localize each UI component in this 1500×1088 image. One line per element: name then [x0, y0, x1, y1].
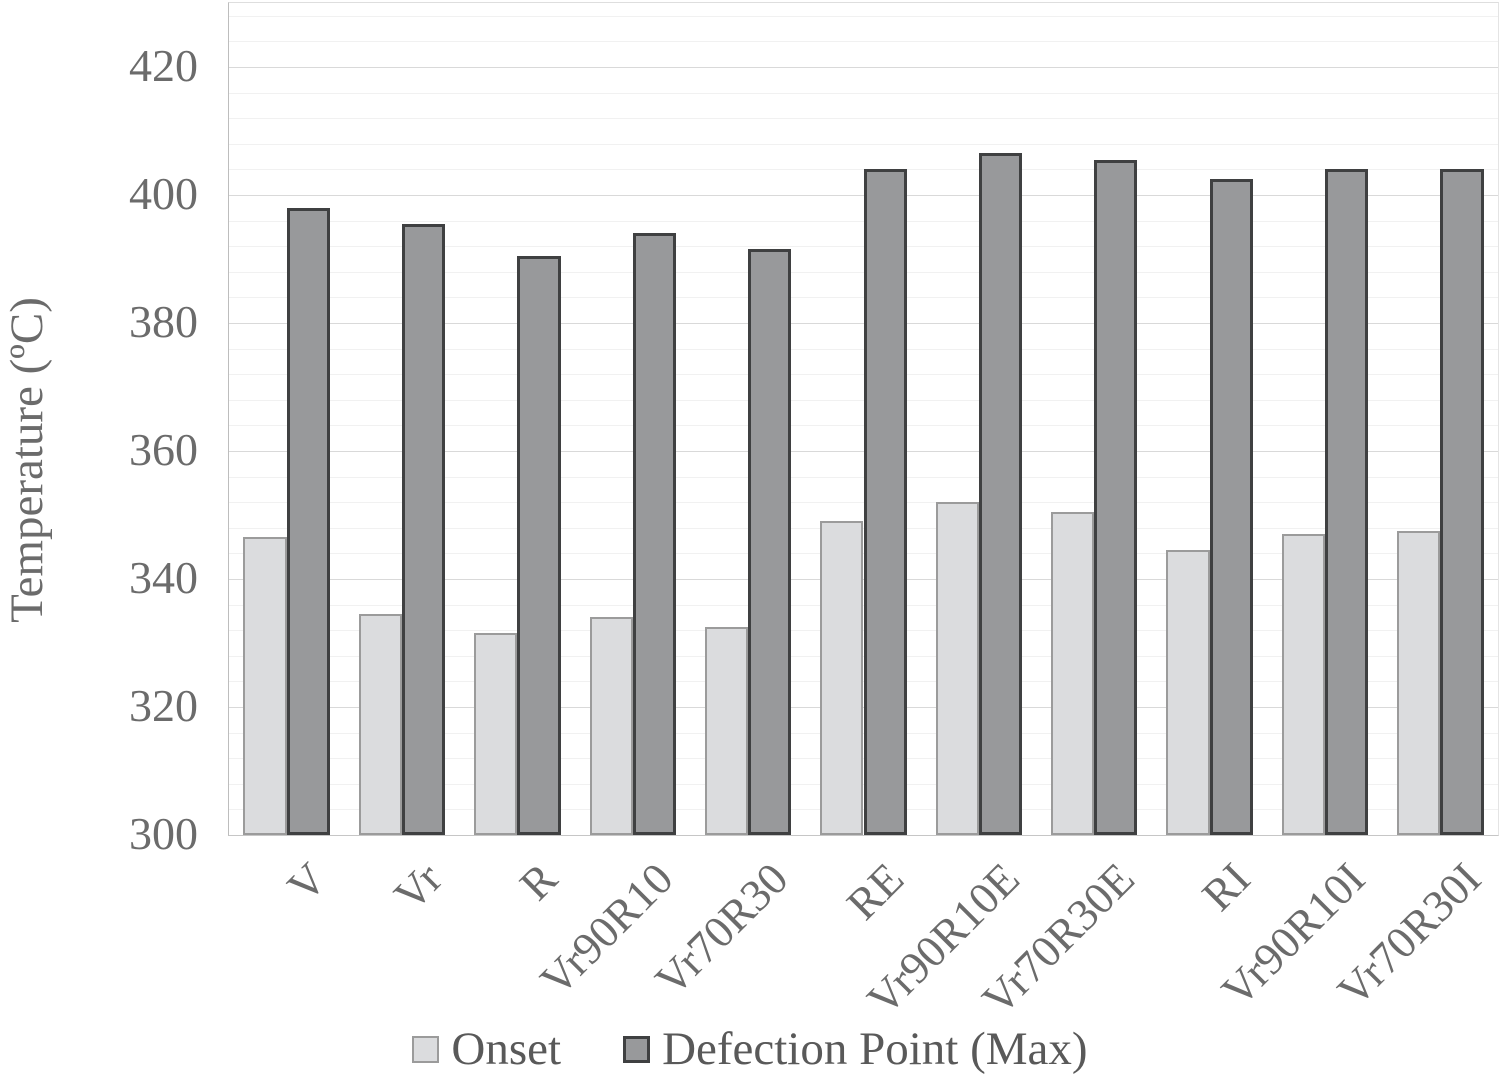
legend-label: Defection Point (Max) — [662, 1023, 1088, 1075]
bar-onset-re — [820, 521, 864, 835]
bar-onset-ri — [1166, 550, 1210, 835]
y-tick-label: 380 — [129, 296, 198, 347]
x-category-label: Vr — [384, 853, 452, 921]
minor-gridline — [229, 92, 1498, 94]
bar-defection-point-max-re — [863, 169, 907, 835]
y-tick-label: 340 — [129, 552, 198, 603]
y-tick-label: 320 — [129, 680, 198, 731]
x-category-label: RE — [837, 853, 914, 930]
legend-swatch-icon — [623, 1035, 651, 1063]
legend-label: Onset — [451, 1023, 562, 1075]
x-category-label: RI — [1192, 853, 1260, 921]
plot-area — [228, 2, 1499, 836]
x-axis-category-labels: V Vr R Vr90R10 Vr70R30 RE Vr90R10E Vr70R30E RI Vr… — [228, 840, 1497, 1024]
bar-defection-point-max-vr — [402, 223, 446, 835]
y-tick-label: 420 — [129, 40, 198, 91]
bar-onset-vr — [358, 614, 403, 835]
bar-defection-point-max-ri — [1209, 179, 1253, 835]
minor-gridline — [229, 118, 1498, 120]
y-tick-label: 360 — [129, 424, 198, 475]
major-gridline — [229, 67, 1498, 68]
x-category-label: V — [277, 853, 337, 912]
legend-item: Onset — [412, 1022, 561, 1076]
bar-defection-point-max-r — [517, 255, 561, 835]
bar-onset-vr90r10e — [935, 502, 979, 835]
legend-item: Defection Point (Max) — [623, 1022, 1088, 1076]
bar-defection-point-max-vr90r10i — [1325, 169, 1369, 835]
minor-gridline — [229, 41, 1498, 43]
y-tick-label: 300 — [129, 808, 198, 859]
legend: Onset Defection Point (Max) — [0, 1022, 1500, 1076]
minor-gridline — [229, 15, 1498, 17]
bar-onset-vr90r10 — [589, 617, 633, 835]
bar-onset-r — [474, 633, 518, 835]
bar-onset-vr70r30 — [704, 627, 749, 835]
legend-swatch-icon — [412, 1035, 440, 1063]
bar-onset-vr70r30e — [1051, 511, 1095, 835]
bar-onset-vr70r30i — [1397, 531, 1441, 835]
y-tick-label: 400 — [129, 168, 198, 219]
bar-defection-point-max-v — [286, 207, 330, 835]
bar-onset-vr90r10i — [1281, 534, 1325, 835]
bar-defection-point-max-vr90r10 — [632, 233, 677, 835]
bar-defection-point-max-vr70r30e — [1094, 159, 1138, 835]
bar-defection-point-max-vr90r10e — [978, 153, 1023, 835]
minor-gridline — [229, 143, 1498, 145]
bar-onset-v — [243, 537, 287, 835]
bar-defection-point-max-vr70r30i — [1440, 169, 1484, 835]
x-category-label: R — [510, 853, 568, 910]
bar-defection-point-max-vr70r30 — [748, 249, 792, 835]
